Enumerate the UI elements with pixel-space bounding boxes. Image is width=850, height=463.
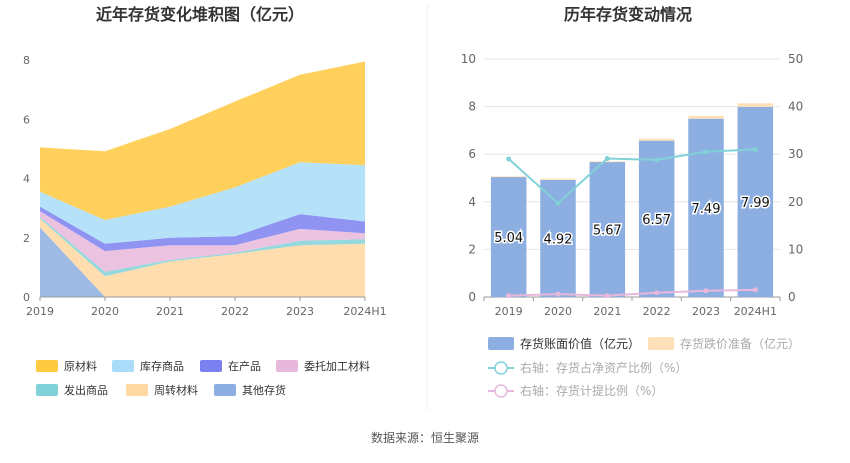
x-tick-label: 2024H1 [734, 305, 777, 318]
chart-title: 近年存货变化堆积图（亿元） [96, 5, 304, 24]
legend-label: 在产品 [228, 359, 261, 373]
legend-label: 右轴：存货计提比例（%） [520, 383, 663, 398]
series-point [752, 146, 758, 152]
y-tick-label: 0 [468, 290, 476, 304]
legend-swatch [36, 360, 58, 372]
legend-label: 存货跌价准备（亿元） [680, 336, 800, 351]
y-tick-label: 6 [468, 147, 476, 161]
legend-label: 原材料 [64, 359, 97, 373]
area-5 [40, 162, 365, 244]
y-tick-label: 10 [461, 52, 476, 66]
bar-provision [688, 115, 724, 119]
legend-swatch [276, 360, 298, 372]
y-tick-label: 2 [23, 232, 30, 245]
x-tick-label: 2021 [156, 305, 184, 318]
y-tick-label: 4 [468, 195, 476, 209]
series-point [654, 157, 660, 163]
y-tick-label: 4 [23, 173, 30, 186]
bar-provision [589, 161, 626, 163]
bar-provision [490, 176, 527, 178]
bar-book-value [737, 106, 774, 297]
x-tick-label: 2019 [26, 305, 54, 318]
legend-label: 发出商品 [64, 383, 108, 397]
legend-swatch [488, 337, 514, 350]
legend-label: 委托加工材料 [304, 359, 370, 373]
bar-book-value [589, 162, 626, 297]
bar-book-value [490, 177, 527, 297]
series-point [703, 288, 709, 294]
y-tick-label: 8 [23, 54, 30, 67]
legend-swatch [200, 360, 222, 372]
bar-book-value [540, 179, 576, 297]
legend-swatch [36, 384, 58, 396]
area-0 [40, 227, 365, 297]
inventory-change-chart: 历年存货变动情况 0 2 4 6 8 10 0 10 20 30 40 50 2019 2020 2021 20… [461, 5, 804, 398]
bar-book-value [638, 140, 675, 297]
x-tick-label: 2020 [544, 305, 572, 318]
series-point [555, 291, 561, 297]
y2-tick-label: 0 [788, 290, 796, 304]
series-point [604, 155, 610, 161]
source-note: 数据来源：恒生聚源 [371, 430, 479, 445]
bar-value-label: 5.67 [593, 224, 622, 239]
series-point [506, 293, 512, 299]
series-line-2 [508, 148, 756, 205]
legend-marker [494, 361, 508, 375]
area-1 [40, 218, 365, 297]
x-tick-label: 2024H1 [343, 305, 386, 318]
y2-tick-label: 30 [788, 147, 803, 161]
y-tick-label: 2 [468, 242, 476, 256]
legend-swatch [648, 337, 674, 350]
bar-provision [638, 138, 675, 141]
legend-swatch [112, 360, 134, 372]
y-tick-label: 6 [23, 113, 30, 126]
legend-swatch [214, 384, 236, 396]
y2-tick-label: 50 [788, 52, 803, 66]
series-point [654, 290, 660, 296]
y-tick-label: 0 [23, 291, 30, 304]
area-6 [40, 61, 365, 220]
x-tick-label: 2021 [593, 305, 621, 318]
legend-label: 库存商品 [140, 359, 184, 373]
legend-label: 周转材料 [154, 383, 198, 397]
series-point [604, 293, 610, 299]
series-point [555, 200, 561, 206]
y2-tick-label: 20 [788, 195, 803, 209]
y2-tick-label: 10 [788, 242, 803, 256]
area-3 [40, 211, 365, 272]
bar-book-value [688, 118, 724, 297]
bar-value-label: 4.92 [544, 232, 573, 247]
bar-value-label: 7.99 [741, 196, 770, 211]
chart-title: 历年存货变动情况 [564, 5, 692, 24]
y2-tick-label: 40 [788, 100, 803, 114]
legend-label: 右轴：存货占净资产比例（%） [520, 360, 687, 375]
bar-value-label: 6.57 [642, 213, 671, 228]
series-point [752, 287, 758, 293]
series-line-3 [508, 288, 756, 297]
stacked-area-chart: 近年存货变化堆积图（亿元） 0 2 4 6 8 2019 2020 2021 2022 2023 20… [23, 5, 387, 397]
x-tick-label: 2019 [495, 305, 523, 318]
series-point [703, 149, 709, 155]
y-tick-label: 8 [468, 100, 476, 114]
legend-swatch [126, 384, 148, 396]
x-tick-label: 2020 [91, 305, 119, 318]
bar-value-label: 7.49 [692, 202, 721, 217]
legend-marker [494, 384, 508, 398]
area-4 [40, 206, 365, 252]
legend-label: 存货账面价值（亿元） [520, 336, 640, 351]
x-tick-label: 2023 [286, 305, 314, 318]
x-tick-label: 2022 [221, 305, 249, 318]
bar-provision [737, 103, 774, 107]
bar-provision [540, 178, 576, 180]
bar-value-label: 5.04 [494, 231, 523, 246]
series-point [506, 156, 512, 162]
x-tick-label: 2022 [643, 305, 671, 318]
legend-label: 其他存货 [242, 383, 286, 397]
x-tick-label: 2023 [692, 305, 720, 318]
